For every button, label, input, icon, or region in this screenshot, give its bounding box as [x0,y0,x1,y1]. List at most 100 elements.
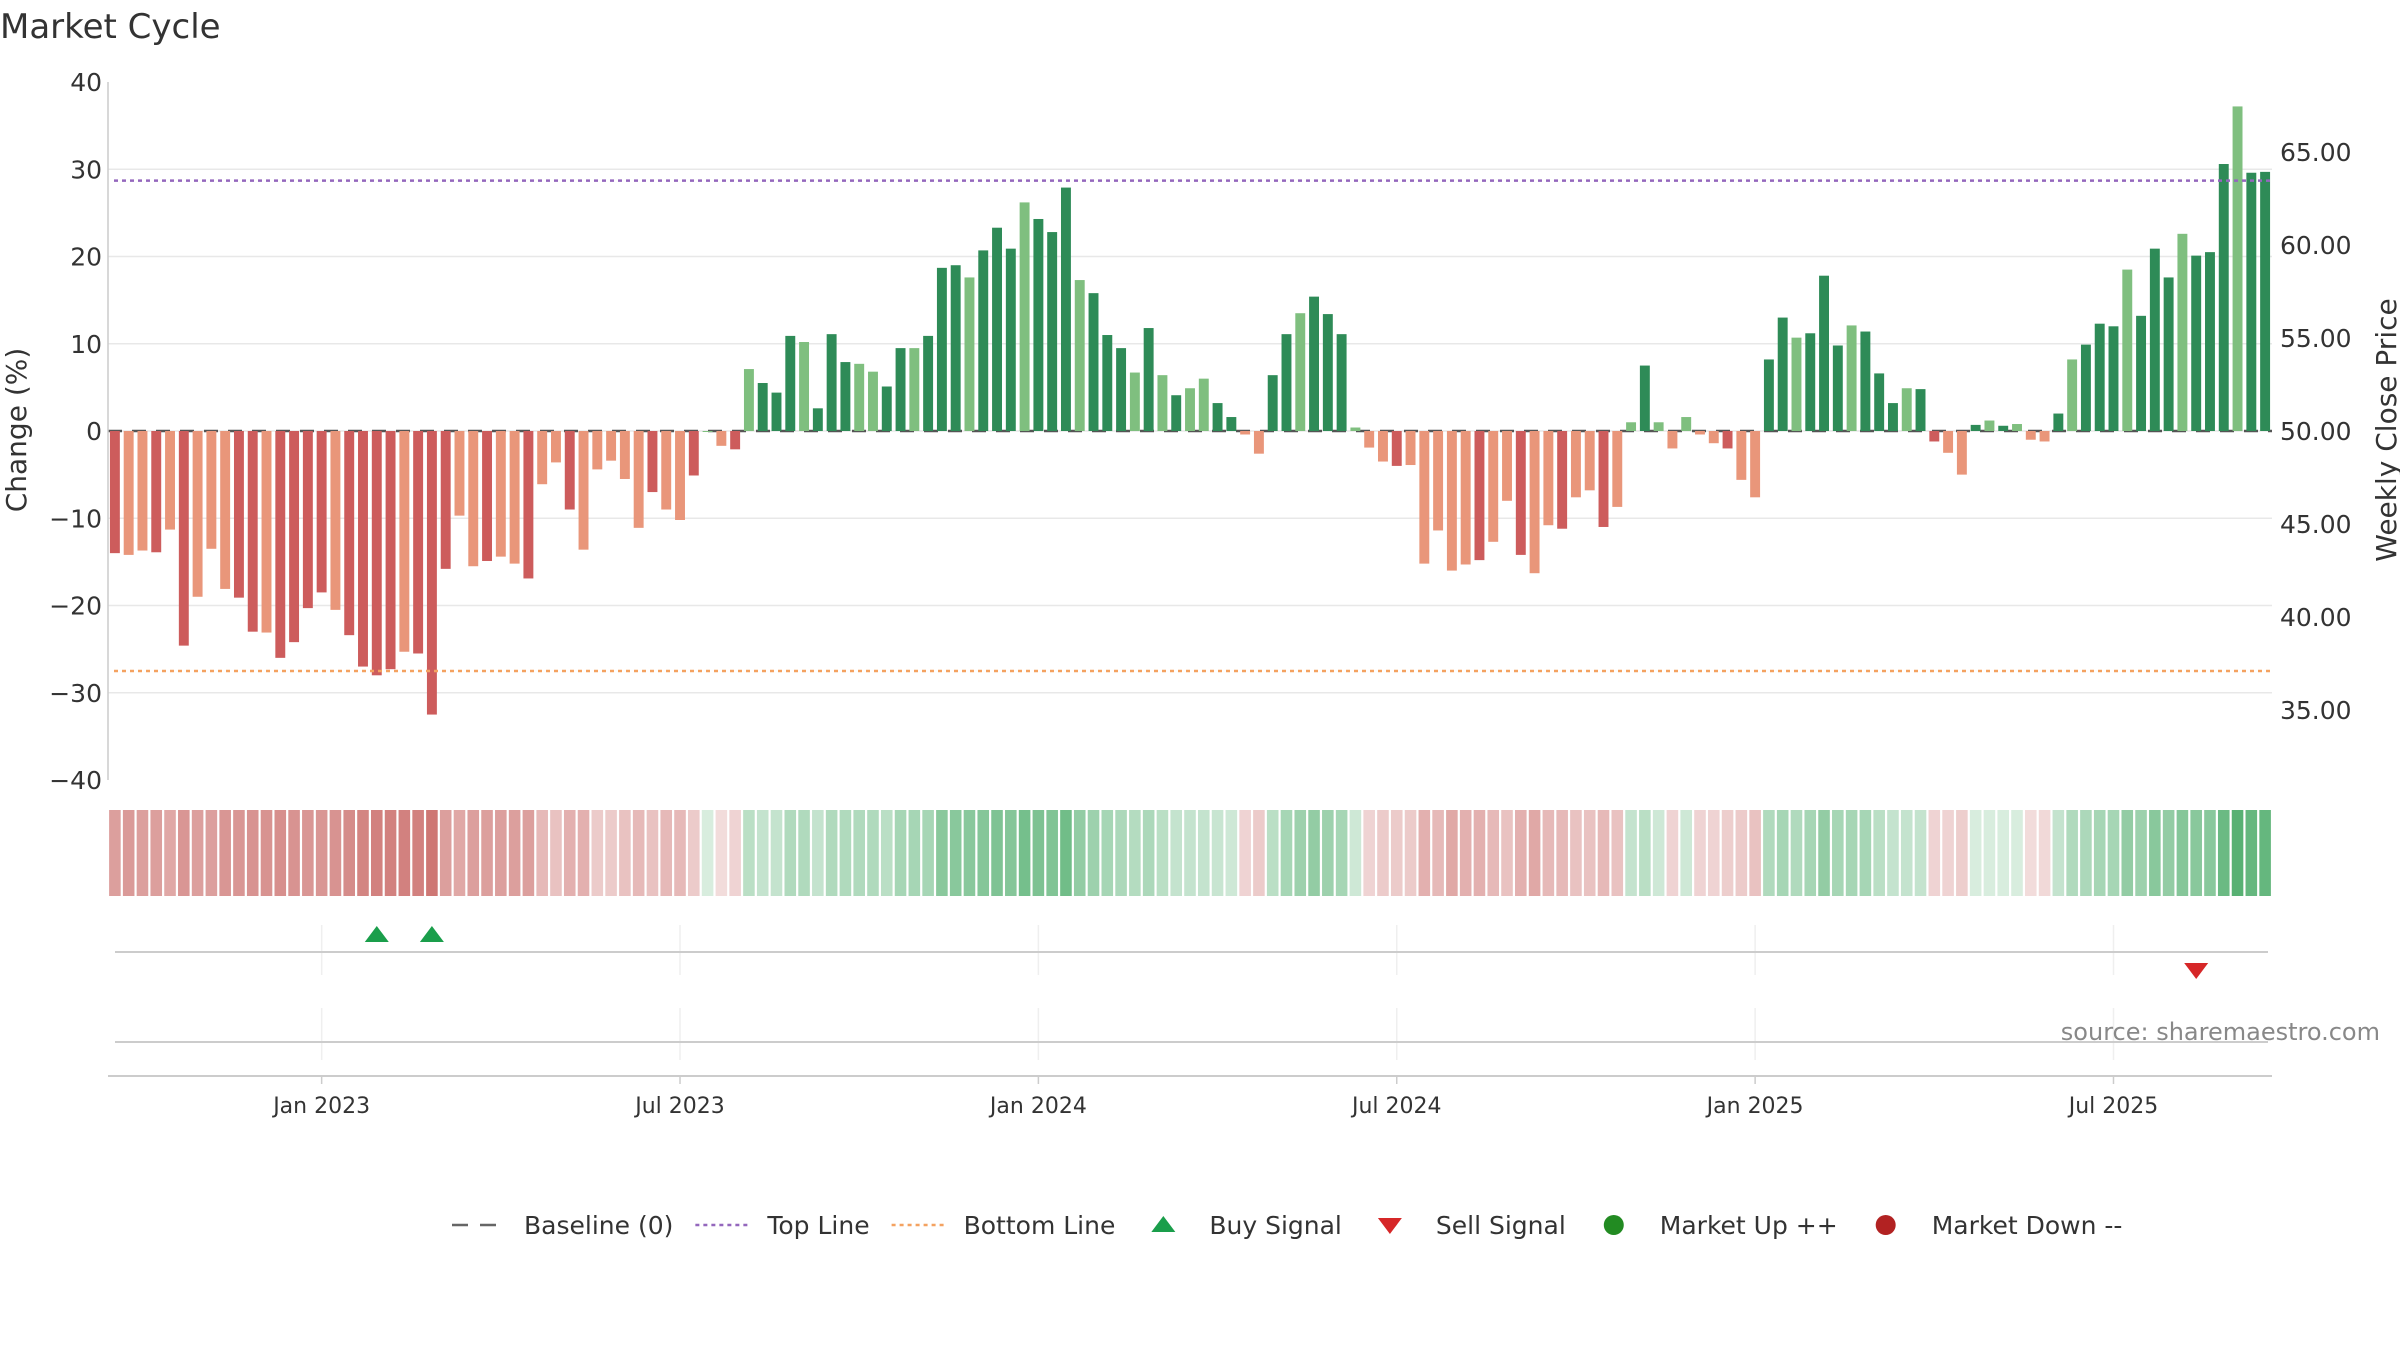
bar [495,431,506,557]
heat-cell [1046,810,1058,896]
x-tick-label: Jan 2024 [988,1094,1087,1119]
heat-cell [1018,810,1031,896]
bar [633,431,644,528]
heat-cell [205,810,218,896]
heat-cell [1032,810,1045,896]
bar [192,431,203,597]
heat-cell [1680,810,1692,896]
heat-cell [1804,810,1817,896]
bar [1557,431,1568,529]
bar [302,431,313,609]
y-tick-right: 55.00 [2280,324,2352,353]
bar [550,431,561,463]
heat-cell [1763,810,1775,896]
heat-cell [1060,810,1072,896]
heat-cell [674,810,686,896]
sell-signal-marker [2184,963,2209,979]
bar [275,431,286,658]
heat-cell [1101,810,1114,896]
bar [1364,431,1375,448]
legend-label: Market Down -- [1932,1211,2123,1240]
bar [1887,403,1898,431]
heat-cell [2204,810,2216,896]
bar [1943,431,1954,453]
heat-cell [701,810,714,896]
bar [785,335,796,431]
heat-cell [1322,810,1334,896]
bar [1984,420,1995,431]
heat-cell [343,810,355,896]
heat-cell [1997,810,2010,896]
bar [330,431,341,610]
heat-cell [825,810,838,896]
heat-cell [632,810,645,896]
bar [688,431,699,476]
heat-cell [1942,810,1954,896]
bar [454,431,465,516]
bar [1198,378,1209,431]
heat-cell [1115,810,1127,896]
heat-cell [977,810,990,896]
x-tick-label: Jul 2024 [1350,1094,1442,1119]
bar [950,265,961,431]
heat-cell [219,810,231,896]
bar [675,431,685,520]
heat-cell [1570,810,1582,896]
bar [2108,326,2119,431]
heat-cell [1914,810,1927,896]
bar [1791,337,1802,431]
bar [1460,431,1471,565]
bar [1750,431,1761,498]
heat-cell [1239,810,1251,896]
bar [1901,388,1912,431]
heat-cell [2135,810,2147,896]
bar [2039,431,2050,442]
bar [178,431,189,646]
heat-cell [467,810,480,896]
bar [2122,269,2133,431]
heat-cell [1515,810,1527,896]
heat-cell [1404,810,1417,896]
heat-cell [798,810,810,896]
bar [220,431,231,589]
signal-track [115,925,2268,1060]
x-tick-label: Jul 2025 [2067,1094,2159,1119]
heat-cell [2093,810,2106,896]
heat-cell [1266,810,1279,896]
y-axis-right-label: Weekly Close Price [2370,298,2400,561]
heat-cell [1707,810,1720,896]
heat-cell [1308,810,1320,896]
heat-cell [1721,810,1734,896]
legend-item: Baseline (0) [452,1211,673,1240]
bar [1474,431,1485,561]
bar [1129,372,1140,431]
bar [399,431,410,652]
bar [1322,314,1333,431]
legend-marker [1377,1218,1402,1234]
heat-cell [729,810,741,896]
heat-cell [508,810,521,896]
bar [1695,431,1705,435]
bar [509,431,520,564]
heat-cell [963,810,976,896]
heat-cell [577,810,590,896]
y-tick-left: 10 [70,330,102,359]
bar [840,362,851,431]
bar [1998,425,2009,431]
heat-cell [646,810,659,896]
bar [1832,345,1843,431]
bar [289,431,300,643]
heat-cell [1487,810,1500,896]
y-tick-right: 65.00 [2280,138,2352,167]
bar [537,431,548,485]
bar [523,431,534,579]
heat-cell [1790,810,1803,896]
heat-cell [1818,810,1830,896]
heat-cell [1597,810,1610,896]
legend-item: Market Down -- [1875,1211,2123,1240]
bar [771,392,782,431]
heat-cell [233,810,245,896]
heat-cell [2066,810,2078,896]
bar [1970,424,1981,431]
heat-cell [370,810,383,896]
